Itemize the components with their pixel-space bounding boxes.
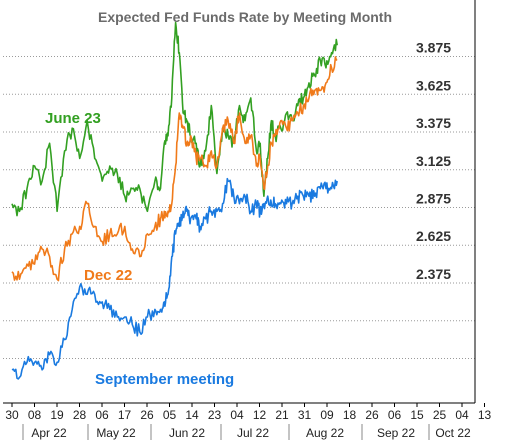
x-tick-label: 23 xyxy=(208,408,222,422)
plot-frame xyxy=(3,0,476,404)
month-label: Oct 22 xyxy=(435,426,471,440)
x-tick-label: 25 xyxy=(433,408,447,422)
x-tick-label: 09 xyxy=(320,408,334,422)
dec22-label: Dec 22 xyxy=(84,267,132,284)
june23-label: June 23 xyxy=(45,110,101,127)
x-tick-label: 14 xyxy=(185,408,199,422)
series-layer xyxy=(11,21,338,380)
x-axis: 30 08 19 28 06 17 26 05 14 23 04 12 21 31 09 18 26 06 15 25… xyxy=(5,403,491,440)
month-label: Sep 22 xyxy=(377,426,415,440)
grid xyxy=(3,56,475,359)
x-tick-label: 26 xyxy=(140,408,154,422)
month-label: Apr 22 xyxy=(31,426,67,440)
x-tick-label: 15 xyxy=(410,408,424,422)
x-tick-label: 12 xyxy=(253,408,267,422)
y-tick-label: 2.375 xyxy=(416,266,451,282)
y-tick-label: 2.625 xyxy=(416,228,451,244)
y-axis-labels: 3.875 3.625 3.375 3.125 2.875 2.625 2.375 xyxy=(416,40,451,282)
y-tick-label: 3.375 xyxy=(416,115,451,131)
y-tick-label: 3.125 xyxy=(416,153,451,169)
x-tick-label: 28 xyxy=(73,408,87,422)
y-tick-label: 3.625 xyxy=(416,77,451,93)
x-tick-label: 05 xyxy=(163,408,177,422)
x-tick-label: 04 xyxy=(230,408,244,422)
x-tick-label: 30 xyxy=(5,408,19,422)
x-tick-label: 06 xyxy=(388,408,402,422)
x-tick-label: 13 xyxy=(478,408,492,422)
x-tick-label: 04 xyxy=(455,408,469,422)
x-tick-label: 18 xyxy=(343,408,357,422)
september-meeting-label: September meeting xyxy=(95,371,234,388)
series-line-dec-22 xyxy=(11,56,338,282)
series-line-september-meeting xyxy=(11,177,338,380)
chart-title: Expected Fed Funds Rate by Meeting Month xyxy=(98,9,392,25)
x-tick-label: 06 xyxy=(95,408,109,422)
month-label: Jul 22 xyxy=(237,426,269,440)
month-label: May 22 xyxy=(96,426,136,440)
x-tick-label: 17 xyxy=(118,408,132,422)
x-tick-label: 31 xyxy=(298,408,312,422)
x-tick-label: 21 xyxy=(275,408,289,422)
y-tick-label: 3.875 xyxy=(416,40,451,56)
y-tick-label: 2.875 xyxy=(416,191,451,207)
x-tick-label: 08 xyxy=(28,408,42,422)
month-label: Aug 22 xyxy=(306,426,344,440)
x-tick-label: 26 xyxy=(365,408,379,422)
x-tick-label: 19 xyxy=(50,408,64,422)
month-label: Jun 22 xyxy=(169,426,205,440)
